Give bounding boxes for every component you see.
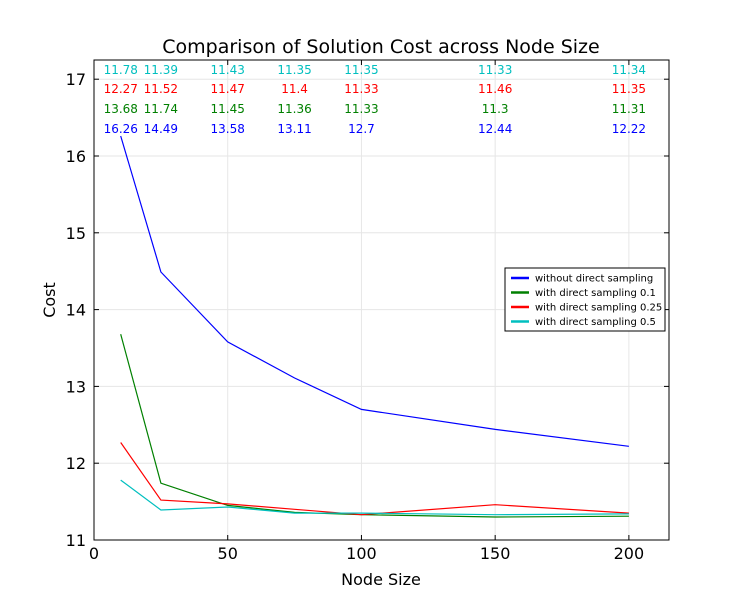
data-label-s2: 13.68: [104, 102, 138, 116]
data-label-s4: 11.78: [104, 63, 138, 77]
x-axis-title: Node Size: [341, 570, 421, 589]
x-tick-label: 150: [480, 544, 511, 563]
y-tick-label: 15: [66, 224, 86, 243]
y-tick-label: 11: [66, 531, 86, 550]
plot-frame: [93, 59, 670, 541]
data-label-s3: 11.46: [478, 82, 512, 96]
data-label-s4: 11.33: [478, 63, 512, 77]
series-line-3: [120, 442, 629, 516]
x-tick-label: 200: [614, 544, 645, 563]
y-tick-label: 16: [66, 147, 86, 166]
axis-ticks: 0 50 100 150 200 11 12 13 14 15 16 17: [66, 60, 669, 563]
x-tick-label: 100: [346, 544, 377, 563]
x-tick-label: 50: [218, 544, 238, 563]
legend-label: without direct sampling: [535, 274, 653, 285]
data-labels: 16.26 14.49 13.58 13.11 12.7 12.44 12.22 13.68 1…: [104, 63, 646, 136]
data-label-s2: 11.45: [211, 102, 245, 116]
data-label-s3: 11.47: [211, 82, 245, 96]
y-axis-title: Cost: [40, 282, 59, 318]
legend-label: with direct sampling 0.1: [535, 288, 656, 299]
x-tick-label: 0: [89, 544, 99, 563]
legend-box: [504, 267, 666, 332]
y-tick-label: 12: [66, 454, 86, 473]
data-label-s1: 12.22: [612, 122, 646, 136]
data-label-s2: 11.74: [144, 102, 178, 116]
data-label-s4: 11.34: [612, 63, 646, 77]
legend: without direct sampling with direct sampl…: [504, 267, 666, 332]
data-label-s1: 13.11: [277, 122, 311, 136]
data-label-s3: 11.33: [344, 82, 378, 96]
grid-lines: [93, 60, 669, 541]
series-lines: [120, 135, 629, 518]
data-label-s2: 11.3: [482, 102, 509, 116]
data-label-s2: 11.33: [344, 102, 378, 116]
data-label-s3: 11.35: [612, 82, 646, 96]
chart-title: Comparison of Solution Cost across Node …: [162, 36, 599, 58]
y-tick-label: 17: [66, 70, 86, 89]
data-label-s3: 11.52: [144, 82, 178, 96]
data-label-s2: 11.31: [612, 102, 646, 116]
series-line-1: [120, 135, 629, 447]
legend-label: with direct sampling 0.25: [535, 303, 662, 314]
data-label-s1: 16.26: [104, 122, 138, 136]
data-label-s4: 11.43: [211, 63, 245, 77]
data-label-s1: 12.44: [478, 122, 512, 136]
series-line-4: [120, 479, 629, 516]
series-line-2: [120, 334, 629, 518]
y-tick-label: 13: [66, 377, 86, 396]
data-label-s3: 11.4: [281, 82, 308, 96]
data-label-s3: 12.27: [104, 82, 138, 96]
data-label-s4: 11.35: [277, 63, 311, 77]
y-tick-label: 14: [66, 301, 86, 320]
data-label-s4: 11.39: [144, 63, 178, 77]
data-label-s2: 11.36: [277, 102, 311, 116]
data-label-s1: 14.49: [144, 122, 178, 136]
legend-label: with direct sampling 0.5: [535, 317, 656, 328]
data-label-s1: 12.7: [348, 122, 375, 136]
data-label-s4: 11.35: [344, 63, 378, 77]
data-label-s1: 13.58: [211, 122, 245, 136]
